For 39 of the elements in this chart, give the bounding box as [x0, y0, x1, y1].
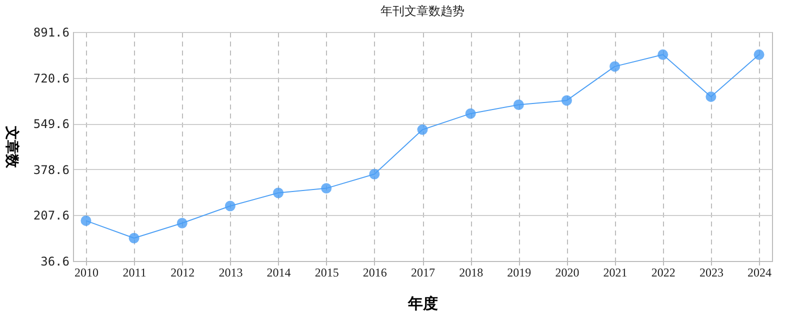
point [465, 108, 476, 119]
point [658, 49, 668, 60]
y-tick-label: 207.6 [33, 208, 70, 223]
x-tick-label: 2023 [699, 266, 724, 280]
point [224, 200, 236, 212]
x-tick-label: 2013 [218, 266, 243, 280]
x-tick-label: 2019 [507, 266, 532, 280]
y-tick-label: 891.6 [33, 26, 70, 40]
y-tick-label: 720.6 [33, 71, 70, 86]
point [754, 49, 764, 60]
x-tick-label: 2014 [266, 266, 291, 280]
point [706, 91, 716, 102]
chart-title: 年刊文章数趋势 [380, 4, 464, 18]
point [80, 215, 92, 226]
point [610, 61, 620, 72]
point [176, 218, 188, 228]
x-tick-label: 2018 [459, 266, 484, 280]
x-tick-label: 2022 [651, 266, 676, 280]
x-tick-label: 2015 [314, 266, 339, 280]
x-tick-label: 2021 [603, 266, 628, 280]
x-tick-label: 2011 [122, 266, 146, 280]
point [369, 168, 380, 180]
y-tick-label: 36.6 [40, 254, 70, 268]
x-tick-label: 2012 [170, 266, 195, 280]
point [321, 183, 332, 194]
point [417, 124, 428, 135]
x-tick-label: 2016 [362, 266, 387, 280]
y-tick-label: 378.6 [33, 162, 70, 177]
point [513, 100, 524, 110]
y-axis-title: 文章数 [4, 125, 20, 169]
point [561, 95, 572, 106]
x-tick-label: 2020 [555, 266, 580, 280]
x-tick-label: 2024 [748, 266, 772, 280]
y-tick-label: 549.6 [33, 117, 70, 132]
x-axis-title: 年度 [407, 294, 438, 312]
point [128, 232, 140, 244]
x-tick-label: 2010 [74, 266, 98, 280]
x-tick-label: 2017 [411, 266, 435, 280]
point [273, 188, 284, 198]
